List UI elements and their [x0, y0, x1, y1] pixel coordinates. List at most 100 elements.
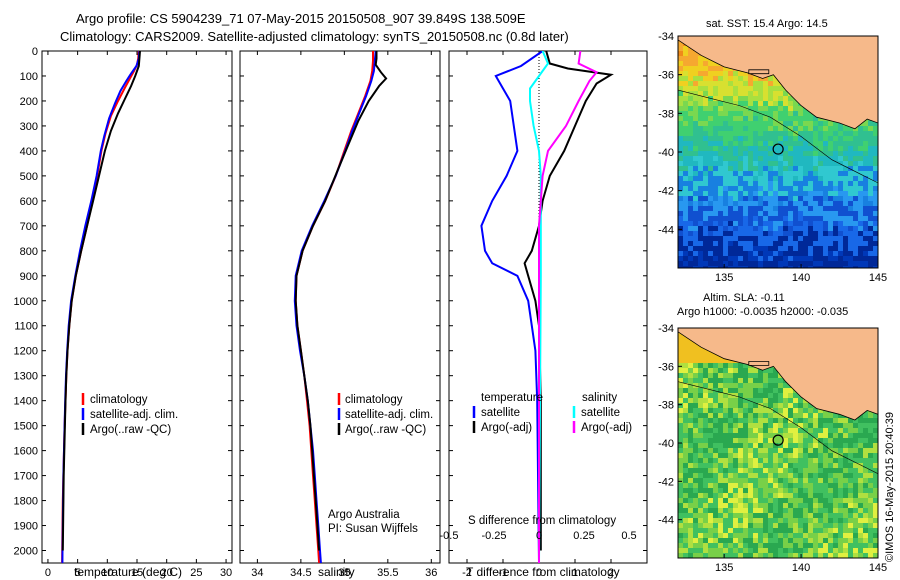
map-cell: [798, 458, 804, 464]
map-cell: [678, 261, 684, 267]
map-cell: [698, 111, 704, 117]
map-cell: [718, 368, 724, 374]
map-cell: [713, 473, 719, 479]
map-cell: [853, 166, 859, 172]
map-cell: [743, 528, 749, 534]
map-cell: [818, 443, 824, 449]
map-cell: [828, 513, 834, 519]
map-cell: [763, 378, 769, 384]
map-cell: [828, 518, 834, 524]
legend-label-s-satellite: satellite: [581, 407, 620, 419]
map-cell: [688, 508, 694, 514]
map-cell: [698, 453, 704, 459]
map-cell: [838, 543, 844, 549]
map-cell: [708, 136, 714, 142]
map-cell: [838, 443, 844, 449]
map-cell: [763, 151, 769, 157]
map-cell: [783, 443, 789, 449]
map-cell: [748, 111, 754, 117]
map-cell: [788, 503, 794, 509]
map-cell: [828, 438, 834, 444]
map-cell: [698, 81, 704, 87]
map-cell: [728, 533, 734, 539]
map-cell: [748, 383, 754, 389]
map-cell: [828, 443, 834, 449]
map-cell: [758, 523, 764, 529]
map-cell: [728, 388, 734, 394]
map-cell: [858, 513, 864, 519]
map-cell: [733, 196, 739, 202]
map-cell: [703, 503, 709, 509]
map-cell: [743, 76, 749, 82]
map-cell: [863, 488, 869, 494]
map-cell: [838, 206, 844, 212]
map-cell: [833, 161, 839, 167]
map-cell: [733, 86, 739, 92]
map-cell: [833, 121, 839, 127]
map-cell: [748, 166, 754, 172]
map-cell: [788, 161, 794, 167]
map-cell: [693, 398, 699, 404]
map-cell: [758, 443, 764, 449]
map-cell: [843, 146, 849, 152]
map-cell: [773, 423, 779, 429]
map-cell: [703, 473, 709, 479]
map-cell: [723, 71, 729, 77]
map-cell: [728, 358, 734, 364]
map-cell: [858, 528, 864, 534]
map-cell: [843, 528, 849, 534]
map-cell: [738, 206, 744, 212]
map-cell: [753, 483, 759, 489]
map-cell: [698, 96, 704, 102]
map-cell: [868, 146, 874, 152]
map-cell: [713, 533, 719, 539]
map-cell: [778, 241, 784, 247]
map-cell: [753, 528, 759, 534]
map-cell: [718, 538, 724, 544]
map-cell: [703, 523, 709, 529]
map-cell: [848, 518, 854, 524]
map-cell: [713, 201, 719, 207]
map-cell: [693, 413, 699, 419]
map-cell: [763, 236, 769, 242]
map-cell: [838, 528, 844, 534]
map-cell: [723, 503, 729, 509]
map-cell: [868, 498, 874, 504]
map-cell: [733, 231, 739, 237]
map-cell: [828, 166, 834, 172]
map-cell: [753, 221, 759, 227]
map-cell: [753, 393, 759, 399]
map-cell: [768, 528, 774, 534]
map-cell: [793, 146, 799, 152]
map-cell: [718, 543, 724, 549]
map-cell: [678, 116, 684, 122]
map-cell: [778, 448, 784, 454]
map-cell: [713, 71, 719, 77]
map-cell: [688, 418, 694, 424]
map-cell: [733, 398, 739, 404]
map-cell: [753, 498, 759, 504]
map-cell: [853, 443, 859, 449]
map-cell: [713, 131, 719, 137]
map-cell: [833, 493, 839, 499]
profile-location-marker: [772, 143, 784, 155]
map-cell: [768, 503, 774, 509]
map-cell: [808, 151, 814, 157]
map-cell: [783, 413, 789, 419]
map-cell: [678, 463, 684, 469]
map-cell: [838, 513, 844, 519]
map-cell: [733, 508, 739, 514]
sla-map-ticks: 135 140 145-34-36-38-40-42-44: [658, 323, 887, 574]
map-cell: [683, 186, 689, 192]
map-cell: [768, 206, 774, 212]
s-tick-label: 0.25: [573, 530, 594, 542]
map-cell: [818, 523, 824, 529]
map-cell: [783, 433, 789, 439]
map-cell: [858, 256, 864, 262]
map-cell: [813, 438, 819, 444]
map-cell: [828, 196, 834, 202]
map-cell: [853, 226, 859, 232]
map-cell: [773, 196, 779, 202]
map-cell: [838, 553, 844, 558]
map-cell: [683, 398, 689, 404]
